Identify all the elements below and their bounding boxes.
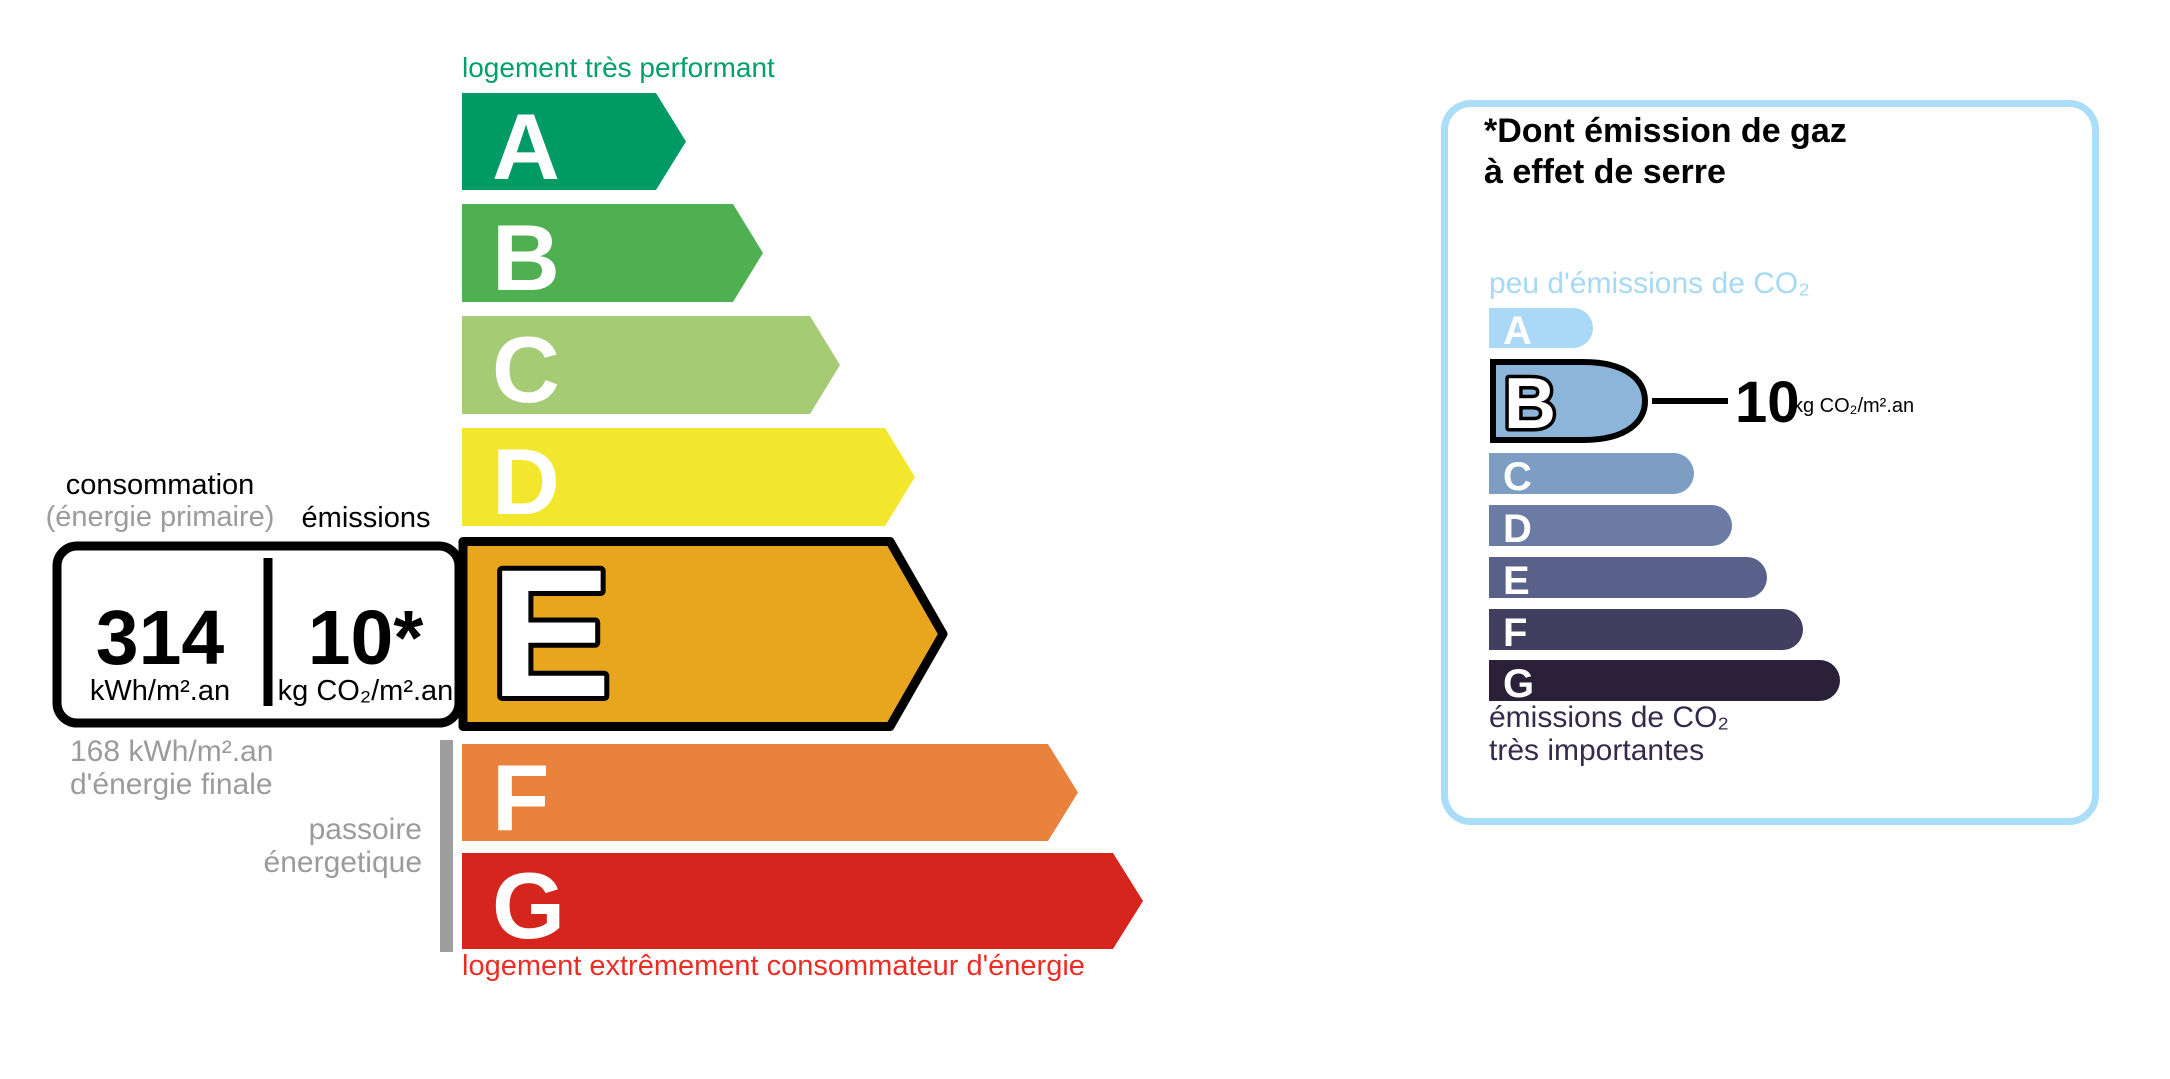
ges-class-c-letter: C xyxy=(1503,454,1532,499)
consumption-label: consommation xyxy=(65,469,255,501)
ges-class-e: E xyxy=(1489,557,1767,603)
energy-class-e-arrow xyxy=(458,537,948,731)
energy-class-f: F xyxy=(462,744,1078,841)
consumption-value: 314 xyxy=(95,595,225,681)
ges-low-emissions-label: peu d'émissions de CO₂ xyxy=(1489,267,1810,300)
ges-class-c: C xyxy=(1489,453,1694,499)
ges-class-d-letter: D xyxy=(1503,506,1532,551)
ges-high-emissions-line2: très importantes xyxy=(1489,734,1705,767)
energy-class-e-letter: E xyxy=(490,531,611,735)
energy-class-g: G xyxy=(462,853,1143,949)
ges-value-unit: kg CO₂/m².an xyxy=(1793,395,1915,417)
ges-class-a: A xyxy=(1489,308,1593,353)
top-performance-label: logement très performant xyxy=(462,52,775,83)
energy-class-c-letter: C xyxy=(492,317,560,422)
ges-class-f-letter: F xyxy=(1503,610,1528,655)
energy-class-d-letter: D xyxy=(492,429,560,534)
ges-class-a-letter: A xyxy=(1503,309,1532,353)
emissions-label: émissions xyxy=(301,502,431,534)
ges-high-emissions-line1: émissions de CO₂ xyxy=(1489,701,1730,734)
emissions-value: 10* xyxy=(307,595,424,681)
energy-sieve-line1: passoire xyxy=(308,813,422,846)
energy-class-d: D xyxy=(462,428,915,526)
consumption-unit: kWh/m².an xyxy=(89,675,231,707)
ges-value: 10 xyxy=(1735,370,1800,435)
ges-class-e-letter: E xyxy=(1503,558,1530,603)
ges-title-line1: *Dont émission de gaz xyxy=(1484,112,1847,150)
energy-class-a-letter: A xyxy=(492,93,560,199)
ges-class-d: D xyxy=(1489,505,1732,551)
ges-class-g: G xyxy=(1489,660,1840,706)
energy-sieve-bracket-bar xyxy=(440,740,453,952)
energy-class-c: C xyxy=(462,316,840,414)
bottom-consumption-label: logement extrêmement consommateur d'éner… xyxy=(462,950,1085,982)
energy-sieve-line2: énergetique xyxy=(263,846,422,879)
final-energy-line1: 168 kWh/m².an xyxy=(70,735,274,768)
emissions-unit: kg CO₂/m².an xyxy=(277,675,454,707)
ges-class-g-letter: G xyxy=(1503,661,1535,706)
ges-panel-box xyxy=(1441,100,2099,825)
energy-class-b-letter: B xyxy=(492,205,560,310)
energy-class-b: B xyxy=(462,204,763,302)
final-energy-line2: d'énergie finale xyxy=(70,768,273,801)
energy-class-f-letter: F xyxy=(492,744,550,850)
ges-title-line2: à effet de serre xyxy=(1484,153,1726,191)
ges-class-f: F xyxy=(1489,609,1803,655)
energy-class-g-letter: G xyxy=(492,853,566,958)
energy-class-a: A xyxy=(462,93,686,190)
consumption-sublabel: (énergie primaire) xyxy=(45,501,275,533)
